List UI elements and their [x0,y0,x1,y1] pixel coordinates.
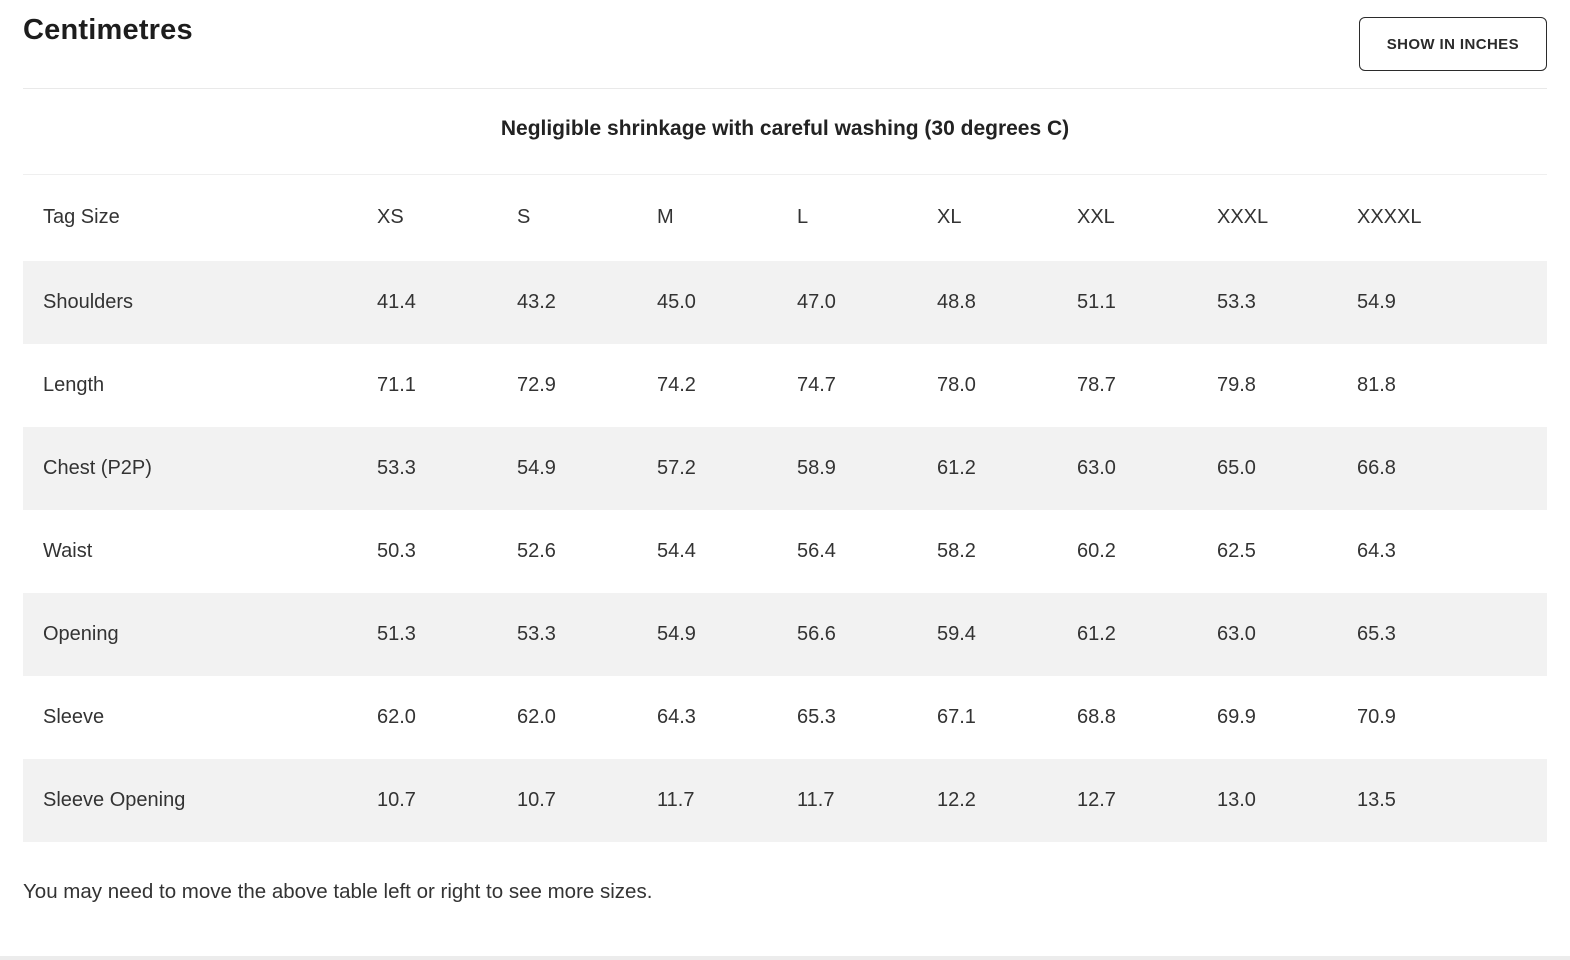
row-label: Waist [43,539,93,562]
row-label: Chest (P2P) [43,456,152,479]
row-label: Opening [43,622,119,645]
measurement-cell: 50.3 [377,539,416,562]
measurement-cell: 78.0 [937,373,976,396]
table-body: Shoulders 41.4 43.2 45.0 47.0 48.8 51.1 53.3 54.… [23,260,1547,842]
measurement-cell: 59.4 [937,622,976,645]
measurement-cell: 64.3 [657,705,696,728]
row-label: Length [43,373,105,396]
measurement-cell: 66.8 [1357,456,1396,479]
table-header-row: Tag Size XS S M L XL XXL XXXL XXXXL [23,175,1547,261]
measurement-cell: 13.0 [1217,788,1256,811]
measurement-cell: 57.2 [657,456,696,479]
measurement-cell: 62.0 [377,705,416,728]
measurement-cell: 71.1 [377,373,416,396]
column-header-size: XS [377,206,404,229]
chart-header: Centimetres SHOW IN INCHES [23,0,1547,89]
measurement-cell: 51.3 [377,622,416,645]
measurement-cell: 12.2 [937,788,976,811]
measurement-cell: 74.2 [657,373,696,396]
measurement-cell: 74.7 [797,373,836,396]
measurement-cell: 61.2 [937,456,976,479]
measurement-cell: 60.2 [1077,539,1116,562]
measurement-cell: 56.6 [797,622,836,645]
measurement-cell: 72.9 [517,373,556,396]
measurement-cell: 62.0 [517,705,556,728]
measurement-cell: 11.7 [657,788,695,811]
page-title: Centimetres [23,14,193,46]
column-header-size: XXXXL [1357,206,1422,229]
measurement-cell: 69.9 [1217,705,1256,728]
table-row: Waist 50.3 52.6 54.4 56.4 58.2 60.2 62.5 64.3 [23,510,1547,593]
measurement-cell: 10.7 [377,788,416,811]
measurement-cell: 65.0 [1217,456,1256,479]
table-scroll-container[interactable]: Tag Size XS S M L XL XXL XXXL XXXXL Shoulders 41.… [23,174,1547,842]
table-row: Shoulders 41.4 43.2 45.0 47.0 48.8 51.1 53.3 54.… [23,260,1547,344]
measurement-cell: 79.8 [1217,373,1256,396]
scroll-hint-note: You may need to move the above table lef… [23,879,653,903]
measurement-cell: 54.9 [1357,290,1396,313]
measurement-cell: 51.1 [1077,290,1116,313]
table-row: Sleeve 62.0 62.0 64.3 65.3 67.1 68.8 69.9 70.9 [23,676,1547,759]
measurement-cell: 65.3 [1357,622,1396,645]
measurement-cell: 61.2 [1077,622,1116,645]
measurement-cell: 53.3 [377,456,416,479]
horizontal-scrollbar[interactable] [0,956,1570,960]
measurement-cell: 54.4 [657,539,696,562]
column-header-size: L [797,206,809,229]
measurement-cell: 62.5 [1217,539,1256,562]
measurement-cell: 41.4 [377,290,416,313]
measurement-cell: 13.5 [1357,788,1396,811]
measurement-cell: 56.4 [797,539,836,562]
measurement-cell: 67.1 [937,705,976,728]
table-row: Opening 51.3 53.3 54.9 56.6 59.4 61.2 63.0 65.3 [23,592,1547,676]
measurement-cell: 63.0 [1077,456,1116,479]
row-label: Sleeve Opening [43,788,186,811]
measurement-cell: 53.3 [517,622,556,645]
size-chart-table: Tag Size XS S M L XL XXL XXXL XXXXL Shoulders 41.… [23,174,1547,842]
measurement-cell: 81.8 [1357,373,1396,396]
measurement-cell: 58.9 [797,456,836,479]
measurement-cell: 11.7 [797,788,835,811]
measurement-cell: 52.6 [517,539,556,562]
measurement-cell: 43.2 [517,290,556,313]
measurement-cell: 78.7 [1077,373,1116,396]
table-row: Chest (P2P) 53.3 54.9 57.2 58.9 61.2 63.0 65.0 6… [23,426,1547,510]
row-label: Sleeve [43,705,105,728]
measurement-cell: 48.8 [937,290,976,313]
measurement-cell: 54.9 [657,622,696,645]
measurement-cell: 58.2 [937,539,976,562]
row-label: Shoulders [43,290,134,313]
measurement-cell: 54.9 [517,456,556,479]
measurement-cell: 64.3 [1357,539,1396,562]
measurement-cell: 68.8 [1077,705,1116,728]
table-row: Sleeve Opening 10.7 10.7 11.7 11.7 12.2 12.7 13… [23,758,1547,842]
column-header-size: S [517,206,531,229]
show-in-inches-button[interactable]: SHOW IN INCHES [1358,17,1547,71]
measurement-cell: 45.0 [657,290,696,313]
column-header-size: XXXL [1217,206,1269,229]
table-head: Tag Size XS S M L XL XXL XXXL XXXXL [23,175,1547,261]
table-row: Length 71.1 72.9 74.2 74.7 78.0 78.7 79.8 81.8 [23,344,1547,427]
shrinkage-note: Negligible shrinkage with careful washin… [500,117,1070,140]
measurement-cell: 47.0 [797,290,836,313]
measurement-cell: 10.7 [517,788,556,811]
measurement-cell: 70.9 [1357,705,1396,728]
column-header-tag-size: Tag Size [43,206,120,229]
column-header-size: M [657,206,674,229]
measurement-cell: 65.3 [797,705,836,728]
measurement-cell: 63.0 [1217,622,1256,645]
measurement-cell: 12.7 [1077,788,1116,811]
measurement-cell: 53.3 [1217,290,1256,313]
column-header-size: XL [937,206,962,229]
column-header-size: XXL [1077,206,1115,229]
